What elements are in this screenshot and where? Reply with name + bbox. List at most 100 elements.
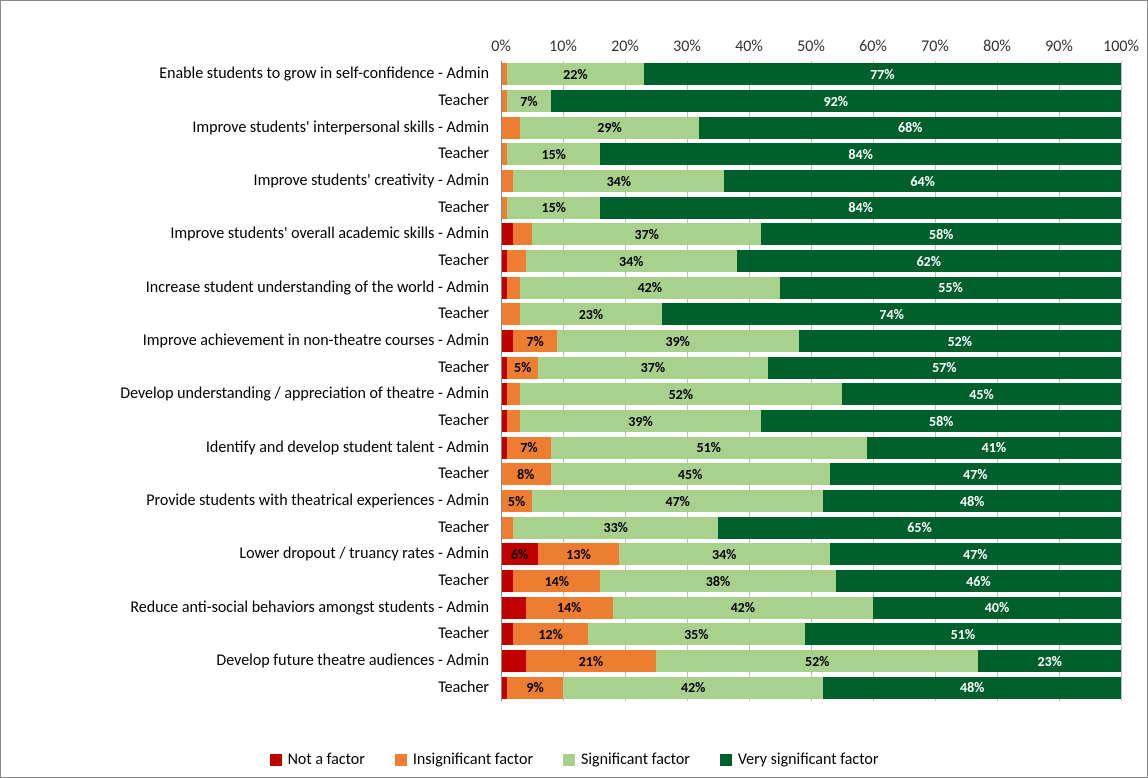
legend-swatch — [395, 754, 407, 766]
row-label: Teacher — [438, 411, 489, 430]
legend-swatch — [270, 754, 282, 766]
bar-segment-not — [501, 597, 526, 619]
bar-value-label: 23% — [579, 306, 603, 323]
bar-row: 23% 74% — [501, 303, 1121, 325]
bar-segment-sig: 42% — [613, 597, 873, 619]
bar-segment-very: 68% — [699, 117, 1121, 139]
bar-value-label: 52% — [669, 386, 693, 403]
bar-row: 7%92% — [501, 90, 1121, 112]
bar-value-label: 34% — [712, 546, 736, 563]
bar-segment-very: 48% — [823, 490, 1121, 512]
legend-label: Not a factor — [288, 750, 365, 769]
bar-value-label: 5% — [514, 359, 531, 376]
bar-segment-insig: 9% — [507, 677, 563, 699]
bar-segment-insig — [501, 170, 513, 192]
row-label: Enable students to grow in self-confiden… — [159, 64, 489, 83]
bar-segment-sig: 37% — [532, 223, 761, 245]
bar-value-label: 47% — [963, 466, 987, 483]
bar-segment-very: 51% — [805, 623, 1121, 645]
bar-value-label: 21% — [579, 653, 603, 670]
bar-segment-not — [501, 223, 513, 245]
bar-row: 8% 45% 47% — [501, 463, 1121, 485]
row-label: Develop future theatre audiences - Admin — [216, 651, 489, 670]
bar-row: 12% 35% 51% — [501, 623, 1121, 645]
legend-item: Significant factor — [563, 750, 690, 769]
bar-value-label: 58% — [929, 413, 953, 430]
bar-segment-very: 40% — [873, 597, 1121, 619]
bar-row: 52% 45% — [501, 383, 1121, 405]
plot-area: 22%77%7%92%29%68%15%84%34%64%15%84%37%58… — [501, 61, 1121, 701]
bar-value-label: 58% — [929, 226, 953, 243]
x-axis-tick-label: 50% — [797, 37, 825, 56]
bar-value-label: 84% — [848, 199, 872, 216]
bar-segment-sig: 35% — [588, 623, 805, 645]
bar-value-label: 48% — [960, 679, 984, 696]
bar-segment-very: 58% — [761, 410, 1121, 432]
bar-value-label: 14% — [545, 573, 569, 590]
row-label: Teacher — [438, 144, 489, 163]
row-label: Lower dropout / truancy rates - Admin — [239, 544, 489, 563]
bars-area: 22%77%7%92%29%68%15%84%34%64%15%84%37%58… — [501, 61, 1121, 701]
bar-value-label: 51% — [951, 626, 975, 643]
bar-value-label: 64% — [910, 173, 934, 190]
bar-segment-sig: 39% — [520, 410, 762, 432]
bar-row: 15%84% — [501, 143, 1121, 165]
bar-value-label: 34% — [607, 173, 631, 190]
bar-segment-not — [501, 570, 513, 592]
x-axis-tick-label: 20% — [611, 37, 639, 56]
bar-segment-very: 55% — [780, 277, 1121, 299]
x-axis-tick-label: 40% — [735, 37, 763, 56]
bar-value-label: 38% — [706, 573, 730, 590]
bar-value-label: 42% — [731, 599, 755, 616]
legend: Not a factor Insignificant factor Signific… — [1, 750, 1147, 769]
bar-segment-very: 92% — [551, 90, 1121, 112]
chart-container: 0%10%20%30%40%50%60%70%80%90%100% Enable… — [0, 0, 1148, 778]
bar-value-label: 45% — [969, 386, 993, 403]
row-label: Improve students' overall academic skill… — [170, 224, 489, 243]
row-label: Teacher — [438, 304, 489, 323]
bar-value-label: 35% — [684, 626, 708, 643]
bar-segment-not: 6% — [501, 543, 538, 565]
bar-value-label: 8% — [517, 466, 534, 483]
bar-segment-very: 77% — [644, 63, 1121, 85]
bar-value-label: 68% — [898, 119, 922, 136]
bar-segment-sig: 45% — [551, 463, 830, 485]
bar-value-label: 23% — [1037, 653, 1061, 670]
bar-segment-sig: 51% — [551, 437, 867, 459]
legend-label: Insignificant factor — [413, 750, 533, 769]
bar-value-label: 48% — [960, 493, 984, 510]
bar-segment-not — [501, 623, 513, 645]
bar-value-label: 9% — [526, 679, 543, 696]
bar-row: 29% 68% — [501, 117, 1121, 139]
bar-value-label: 39% — [665, 333, 689, 350]
bar-row: 5% 37% 57% — [501, 357, 1121, 379]
bar-segment-very: 62% — [737, 250, 1121, 272]
bar-value-label: 62% — [917, 253, 941, 270]
bar-value-label: 34% — [619, 253, 643, 270]
bar-value-label: 77% — [870, 66, 894, 83]
bar-value-label: 40% — [985, 599, 1009, 616]
bar-row: 15% 84% — [501, 197, 1121, 219]
bar-segment-insig: 7% — [513, 330, 556, 352]
bar-value-label: 57% — [932, 359, 956, 376]
bar-value-label: 74% — [879, 306, 903, 323]
bar-segment-sig: 33% — [513, 517, 718, 539]
x-axis-tick-label: 60% — [859, 37, 887, 56]
legend-item: Not a factor — [270, 750, 365, 769]
bar-value-label: 15% — [541, 199, 565, 216]
row-label: Teacher — [438, 91, 489, 110]
bar-value-label: 7% — [520, 439, 537, 456]
bar-value-label: 37% — [634, 226, 658, 243]
bar-value-label: 52% — [948, 333, 972, 350]
bar-segment-insig: 12% — [513, 623, 587, 645]
x-axis-tick-label: 90% — [1045, 37, 1073, 56]
bar-value-label: 29% — [597, 119, 621, 136]
bar-row: 7%51%41% — [501, 437, 1121, 459]
bar-value-label: 92% — [824, 93, 848, 110]
bar-segment-sig: 37% — [538, 357, 767, 379]
bar-segment-sig: 52% — [520, 383, 842, 405]
bar-value-label: 65% — [907, 519, 931, 536]
bar-row: 7% 39% 52% — [501, 330, 1121, 352]
bar-segment-very: 57% — [768, 357, 1121, 379]
bar-row: 6%13%34%47% — [501, 543, 1121, 565]
